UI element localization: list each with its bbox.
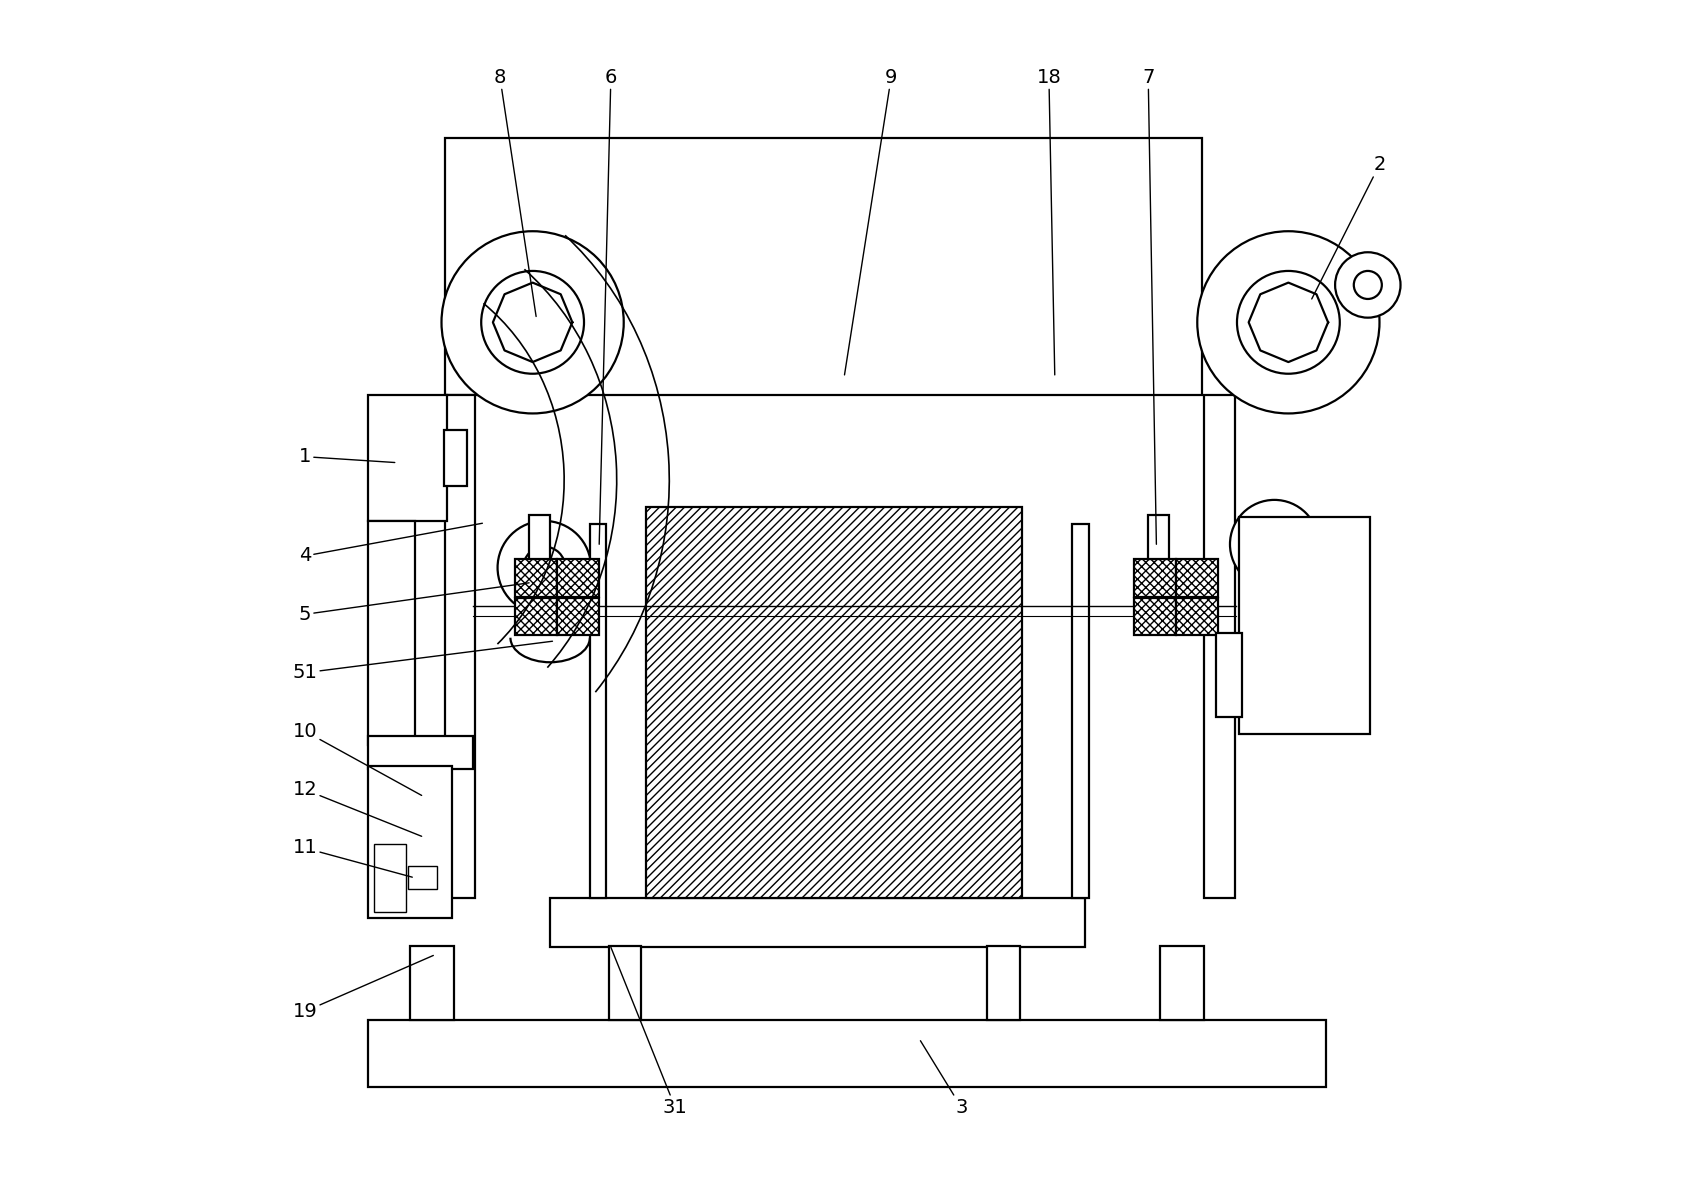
Bar bbox=[1204, 395, 1235, 898]
Circle shape bbox=[498, 521, 591, 615]
Text: 11: 11 bbox=[292, 838, 412, 877]
Bar bbox=[368, 736, 473, 768]
Text: 3: 3 bbox=[921, 1040, 968, 1117]
Bar bbox=[1176, 598, 1218, 636]
Text: 19: 19 bbox=[292, 955, 434, 1021]
Circle shape bbox=[441, 232, 623, 414]
Bar bbox=[1149, 515, 1169, 559]
Bar bbox=[368, 395, 448, 521]
Bar bbox=[1176, 559, 1218, 597]
Circle shape bbox=[1198, 232, 1380, 414]
Text: 9: 9 bbox=[844, 67, 897, 375]
Text: 51: 51 bbox=[292, 641, 552, 682]
Circle shape bbox=[1255, 526, 1294, 563]
Bar bbox=[557, 598, 600, 636]
Text: 8: 8 bbox=[493, 67, 535, 317]
Bar bbox=[515, 559, 557, 597]
Text: 12: 12 bbox=[292, 780, 422, 837]
Bar bbox=[1135, 598, 1176, 636]
Circle shape bbox=[1355, 271, 1382, 299]
Text: 4: 4 bbox=[299, 524, 483, 565]
Bar bbox=[557, 559, 600, 597]
Circle shape bbox=[481, 271, 584, 374]
Bar bbox=[1073, 525, 1089, 898]
Bar bbox=[368, 766, 453, 918]
Bar bbox=[515, 598, 557, 636]
Bar bbox=[444, 138, 1203, 395]
Bar bbox=[551, 898, 1084, 947]
Bar bbox=[368, 1020, 1326, 1087]
Text: 1: 1 bbox=[299, 447, 395, 466]
Bar bbox=[373, 844, 407, 913]
Bar bbox=[986, 946, 1020, 1020]
Text: 10: 10 bbox=[292, 722, 422, 795]
Text: 6: 6 bbox=[600, 67, 616, 544]
Bar bbox=[444, 395, 475, 898]
Bar bbox=[1216, 634, 1241, 717]
Bar bbox=[368, 521, 414, 745]
Bar bbox=[410, 946, 454, 1020]
Bar bbox=[1135, 559, 1176, 597]
Text: 18: 18 bbox=[1037, 67, 1061, 375]
Text: 5: 5 bbox=[299, 583, 529, 624]
Text: 31: 31 bbox=[611, 947, 687, 1117]
Bar bbox=[444, 430, 468, 486]
Circle shape bbox=[1236, 271, 1339, 374]
Bar bbox=[407, 865, 437, 889]
Bar bbox=[589, 525, 606, 898]
Bar bbox=[608, 946, 642, 1020]
Bar bbox=[645, 507, 1022, 898]
Text: 7: 7 bbox=[1142, 67, 1157, 544]
Bar bbox=[529, 515, 551, 559]
Bar bbox=[1160, 946, 1204, 1020]
Circle shape bbox=[1334, 252, 1400, 318]
Bar bbox=[1240, 518, 1370, 734]
Circle shape bbox=[1230, 500, 1319, 589]
Circle shape bbox=[524, 546, 566, 589]
Text: 2: 2 bbox=[1312, 155, 1385, 299]
